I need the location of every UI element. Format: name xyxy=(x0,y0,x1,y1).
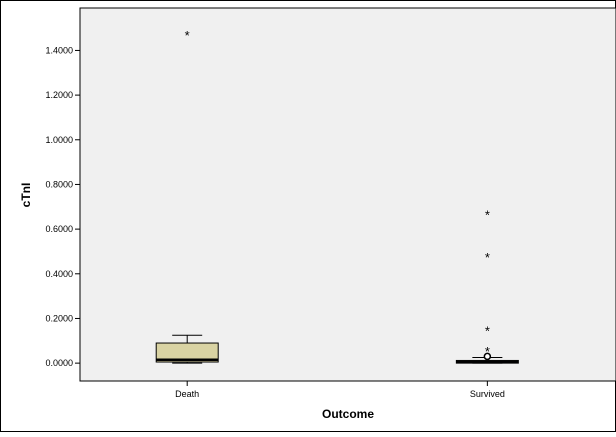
y-tick-label: 0.0000 xyxy=(45,358,73,368)
y-tick-label: 1.0000 xyxy=(45,135,73,145)
x-axis: Death Survived xyxy=(175,381,505,399)
box-death: * xyxy=(155,28,219,364)
y-tick-label: 0.2000 xyxy=(45,313,73,323)
x-tick-label: Survived xyxy=(470,389,505,399)
extreme-star: * xyxy=(185,28,190,43)
plot-area xyxy=(79,7,616,382)
x-tick-label: Death xyxy=(175,389,199,399)
box-survived: * * * * xyxy=(455,208,519,364)
y-axis: 0.0000 0.2000 0.4000 0.6000 0.8000 1.0000 1.20… xyxy=(45,45,80,368)
y-tick-label: 0.6000 xyxy=(45,224,73,234)
y-axis-title: cTnI xyxy=(19,183,33,208)
box-iqr xyxy=(155,342,219,363)
box-series: * * * * * xyxy=(155,28,519,364)
y-tick-label: 1.2000 xyxy=(45,90,73,100)
extreme-star: * xyxy=(485,250,490,265)
y-tick-label: 0.8000 xyxy=(45,179,73,189)
extreme-star: * xyxy=(485,324,490,339)
x-axis-title: Outcome xyxy=(322,407,374,421)
y-tick-label: 1.4000 xyxy=(45,45,73,55)
extreme-star: * xyxy=(485,344,490,359)
y-tick-label: 0.4000 xyxy=(45,269,73,279)
outlier-circle xyxy=(483,352,492,361)
extreme-star: * xyxy=(485,208,490,223)
